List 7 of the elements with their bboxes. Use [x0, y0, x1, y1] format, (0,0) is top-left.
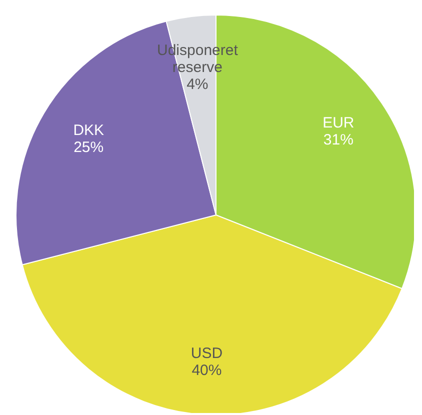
data-label: 25% — [74, 139, 104, 156]
slice-label: USD — [190, 345, 223, 362]
data-label: 31% — [323, 131, 354, 148]
slice-label: EUR — [322, 114, 354, 132]
data-label: 40% — [192, 362, 222, 380]
slice-label: DKK — [73, 122, 104, 140]
data-label: 4% — [186, 76, 208, 94]
